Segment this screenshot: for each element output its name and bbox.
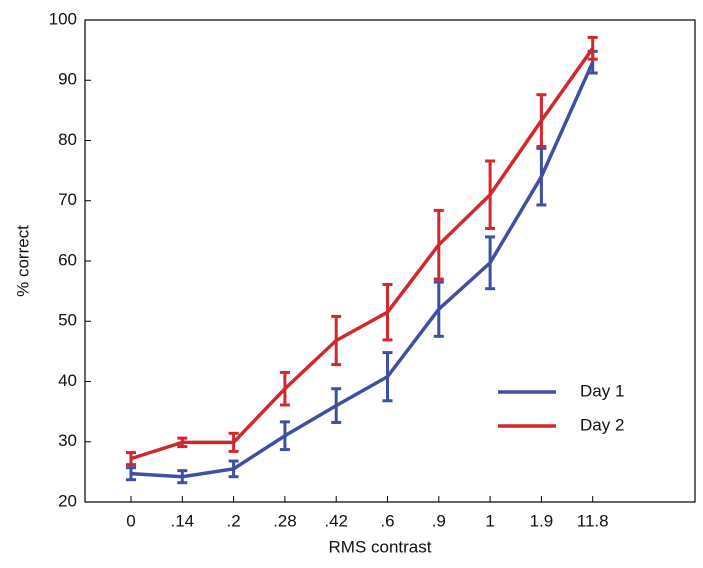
series-line — [130, 61, 595, 479]
legend-label: Day 2 — [580, 415, 624, 434]
x-tick-label: .14 — [170, 511, 194, 530]
y-tick-label: 30 — [58, 431, 77, 450]
x-tick-label: 1 — [485, 511, 494, 530]
y-tick-label: 80 — [58, 130, 77, 149]
x-tick-label: 0 — [126, 511, 135, 530]
y-tick-label: 50 — [58, 311, 77, 330]
x-tick-label: .6 — [380, 511, 394, 530]
error-bar — [126, 451, 136, 467]
error-bar — [433, 280, 444, 338]
error-bar — [485, 235, 496, 291]
error-bar — [279, 370, 290, 407]
x-tick-label: .2 — [227, 511, 241, 530]
error-bar — [279, 420, 290, 452]
error-bar — [228, 459, 239, 479]
x-axis-label: RMS contrast — [329, 537, 432, 556]
error-bar — [177, 436, 188, 449]
x-tick-label: 11.8 — [577, 511, 609, 530]
error-bar — [485, 159, 496, 230]
y-tick-label: 40 — [58, 371, 77, 390]
error-bar — [228, 431, 239, 453]
y-tick-label: 70 — [58, 190, 77, 209]
series-line — [130, 47, 595, 461]
error-bar — [177, 469, 188, 485]
legend-label: Day 1 — [580, 381, 624, 400]
y-tick-label: 20 — [58, 491, 77, 510]
x-tick-label: .9 — [432, 511, 446, 530]
error-bar — [536, 93, 547, 149]
error-bar — [382, 351, 393, 403]
error-bar — [536, 146, 547, 207]
error-bar — [126, 466, 136, 482]
y-tick-label: 90 — [58, 70, 77, 89]
error-bar — [382, 282, 393, 342]
x-tick-label: .42 — [324, 511, 348, 530]
error-bar — [433, 208, 444, 281]
y-tick-label: 100 — [49, 9, 77, 28]
x-tick-label: 1.9 — [530, 511, 554, 530]
error-bar — [587, 35, 598, 61]
error-bar — [331, 314, 342, 367]
error-bar — [331, 387, 342, 424]
y-axis-label: % correct — [13, 225, 32, 297]
y-tick-label: 60 — [58, 250, 77, 269]
x-tick-label: .28 — [273, 511, 297, 530]
